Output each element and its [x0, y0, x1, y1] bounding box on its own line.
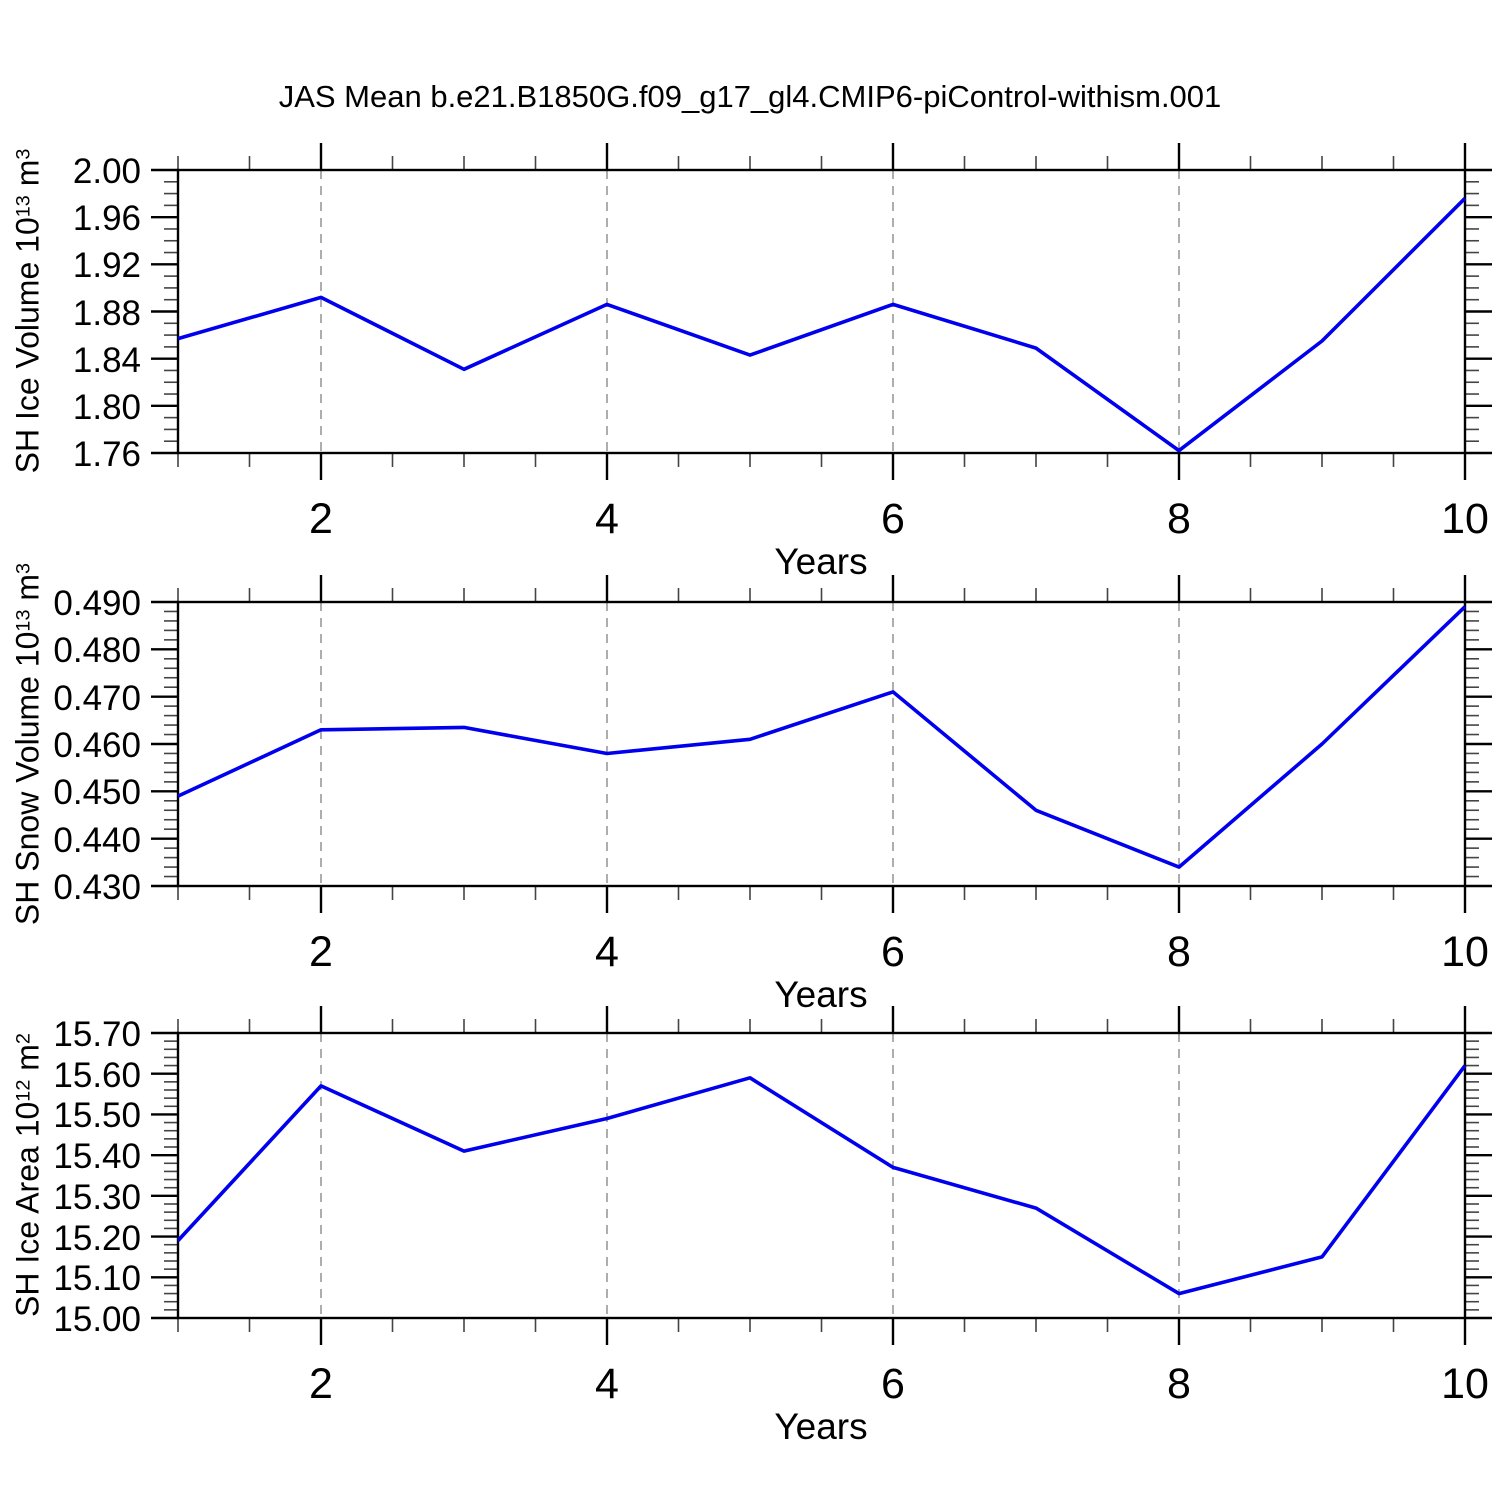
x-tick-label: 2 — [309, 1360, 333, 1408]
plot-frame — [176, 600, 1467, 888]
plot-frame — [176, 168, 1467, 455]
y-tick-label: 0.470 — [53, 678, 141, 718]
plot-frame — [176, 1031, 1467, 1320]
x-tick-label: 10 — [1441, 928, 1489, 976]
y-tick-label: 0.430 — [53, 868, 141, 907]
y-tick-label: 2.00 — [72, 152, 141, 191]
y-tick-label: 1.80 — [72, 387, 141, 427]
x-tick-label: 4 — [595, 495, 619, 543]
x-tick-label: 2 — [309, 495, 333, 543]
y-tick-label: 15.40 — [53, 1137, 141, 1177]
x-axis-label-years-panel1: Years — [774, 541, 868, 582]
x-tick-label: 2 — [309, 928, 333, 976]
data-series-line — [176, 1064, 1467, 1296]
y-axis-title-unit-exponent: 3 — [12, 562, 35, 574]
x-tick-label: 6 — [881, 495, 905, 543]
x-tick-label: 6 — [881, 1360, 905, 1408]
y-tick-label: 0.460 — [53, 726, 141, 765]
x-tick-label: 8 — [1167, 928, 1191, 976]
y-tick-label: 1.96 — [72, 199, 141, 239]
y-tick-label: 0.440 — [53, 820, 141, 860]
data-series-line — [177, 605, 1467, 869]
y-tick-label: 0.480 — [53, 631, 141, 671]
y-tick-label: 0.490 — [53, 584, 141, 623]
y-tick-label: 1.76 — [72, 435, 141, 474]
x-axis-label-years-panel3: Years — [774, 1406, 868, 1447]
y-tick-label: 15.30 — [53, 1177, 141, 1217]
x-tick-label: 10 — [1441, 495, 1489, 543]
y-tick-label: 1.84 — [72, 340, 141, 380]
y-tick-label: 0.450 — [53, 773, 141, 813]
y-tick-label: 15.20 — [53, 1218, 141, 1258]
y-tick-label: 15.00 — [53, 1300, 141, 1339]
y-tick-label: 15.50 — [53, 1096, 141, 1136]
x-tick-label: 6 — [881, 928, 905, 976]
x-tick-label: 8 — [1167, 495, 1191, 543]
y-tick-label: 15.60 — [53, 1055, 141, 1095]
x-tick-label: 4 — [595, 1360, 619, 1408]
y-tick-label: 15.70 — [53, 1015, 141, 1054]
y-tick-label: 1.88 — [72, 293, 141, 333]
x-tick-label: 8 — [1167, 1360, 1191, 1408]
x-tick-label: 10 — [1441, 1360, 1489, 1408]
x-axis-label-years-panel2: Years — [774, 974, 868, 1015]
data-series-line — [177, 197, 1467, 453]
y-tick-label: 1.92 — [72, 246, 141, 286]
chart-title: JAS Mean b.e21.B1850G.f09_g17_gl4.CMIP6-… — [278, 79, 1222, 114]
y-tick-label: 15.10 — [53, 1259, 141, 1299]
x-tick-label: 4 — [595, 928, 619, 976]
